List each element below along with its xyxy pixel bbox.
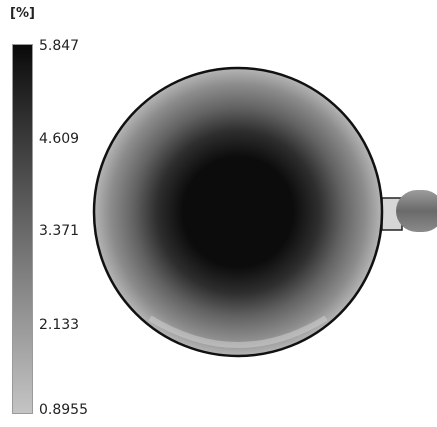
legend-tick-3: 3.371: [39, 223, 80, 239]
legend-tick-max: 5.847: [39, 38, 80, 54]
legend-tick-2: 4.609: [39, 131, 80, 147]
bottom-light-band: [148, 315, 328, 348]
contour-disc: [92, 66, 384, 358]
legend-unit-label: [%]: [10, 6, 35, 21]
handle-grip: [396, 190, 437, 232]
legend-tick-4: 2.133: [39, 317, 80, 333]
legend-colorbar: [12, 44, 33, 414]
contour-plot: [92, 66, 437, 358]
legend-tick-min: 0.8955: [39, 402, 88, 418]
